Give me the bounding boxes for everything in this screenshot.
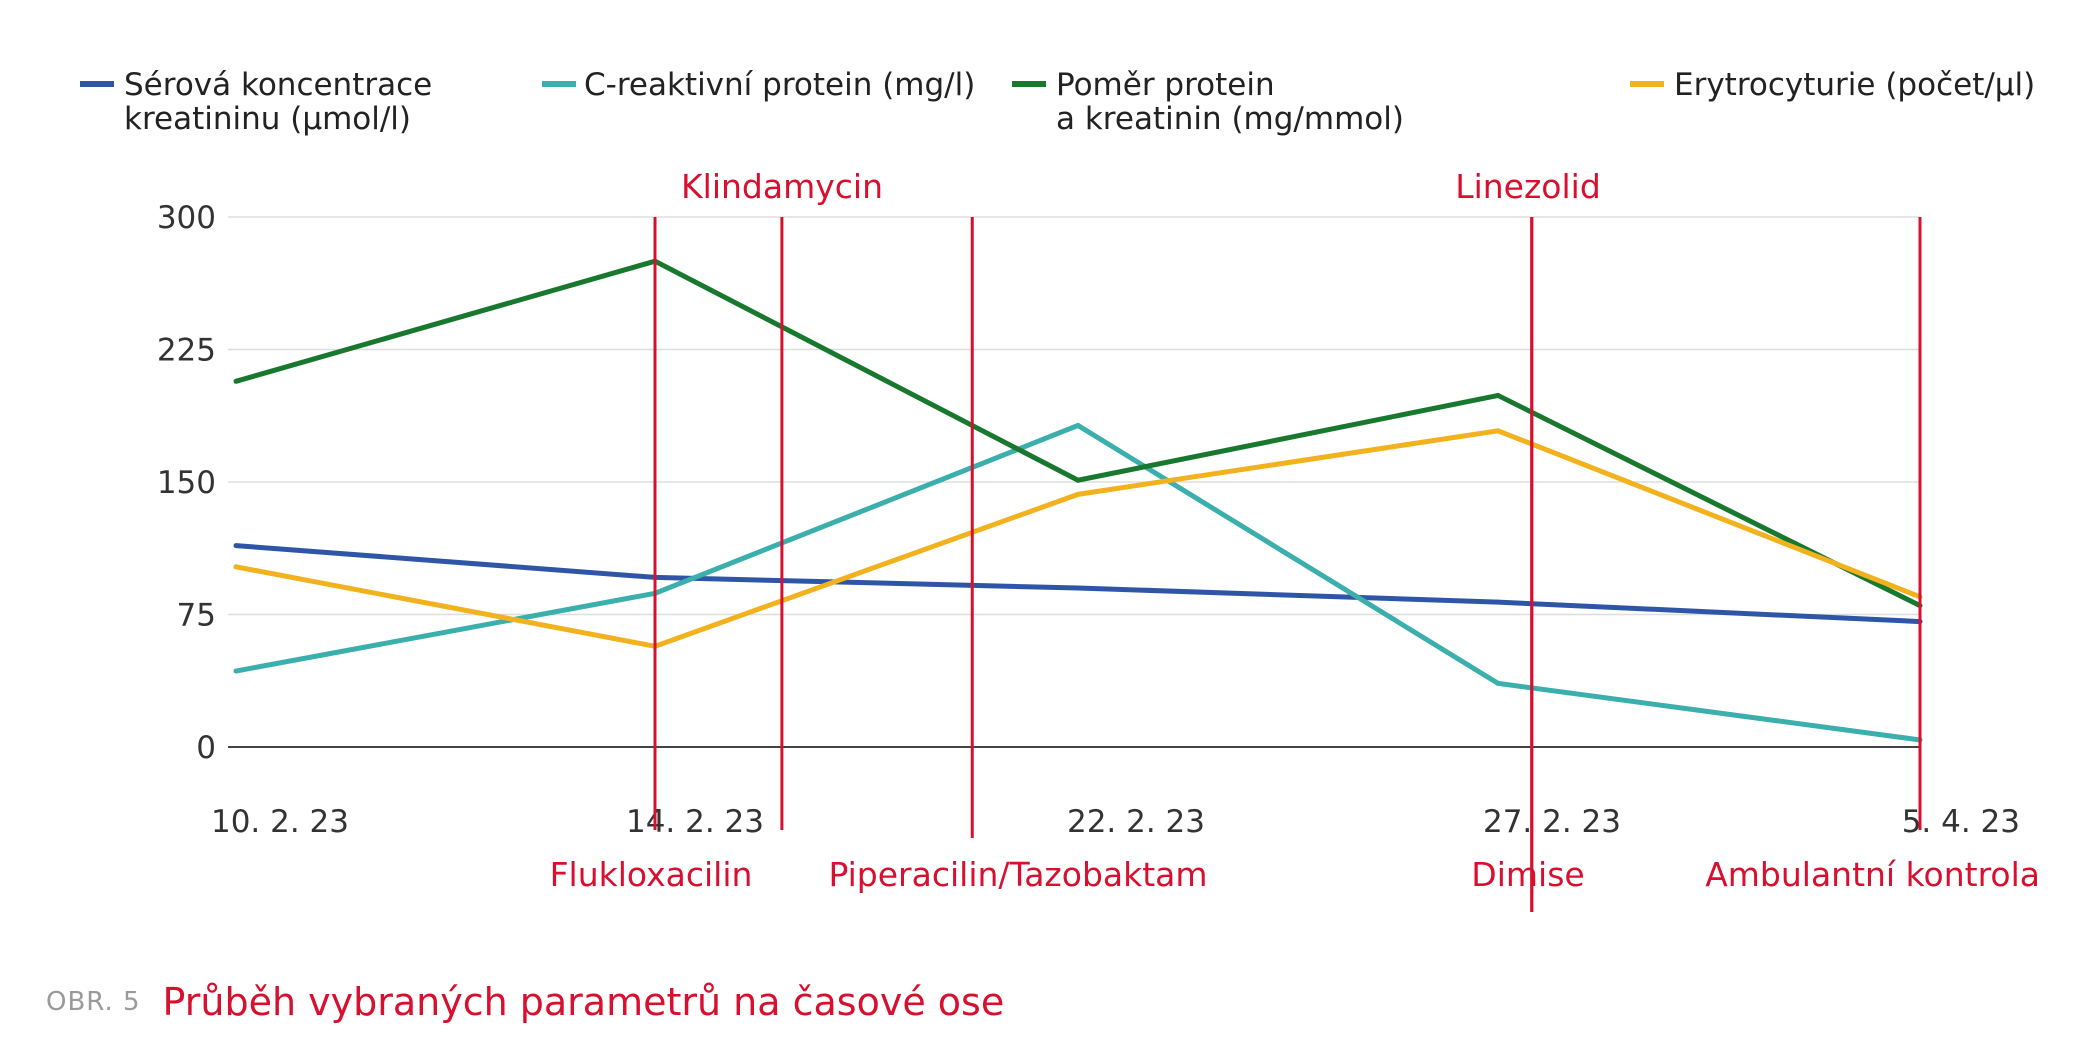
data-point [233,564,239,570]
event-label: Flukloxacilin [550,855,753,894]
data-point [1495,428,1501,434]
event-label: Piperacilin/Tazobaktam [828,855,1207,894]
data-point [233,668,239,674]
data-point [233,543,239,549]
data-point [1075,585,1081,591]
legend-label: C-reaktivní protein (mg/l) [584,67,975,103]
chart-events: Flukloxacilin Klindamycin Piperacilin/Tazo… [550,167,2040,912]
y-tick-label: 225 [157,333,216,369]
event-label: Klindamycin [681,167,883,206]
x-tick-label: 22. 2. 23 [1067,804,1205,840]
y-tick-label: 150 [157,465,216,501]
chart-grid [228,216,1920,748]
data-point [1075,477,1081,483]
legend-label: Poměr protein [1056,67,1275,103]
x-tick-label: 27. 2. 23 [1483,804,1621,840]
chart-series [233,258,1923,743]
data-point [1075,491,1081,497]
legend-label: Erytrocyturie (počet/μl) [1674,67,2035,103]
y-axis-ticks: 0 75 150 225 300 [157,200,216,766]
data-point [1495,599,1501,605]
legend-label: a kreatinin (mg/mmol) [1056,101,1404,137]
legend-label: kreatininu (μmol/l) [124,101,411,137]
y-tick-label: 300 [157,200,216,236]
data-point [233,378,239,384]
x-axis-ticks: 10. 2. 23 14. 2. 23 22. 2. 23 27. 2. 23 5. 4… [211,804,2020,840]
x-tick-label: 10. 2. 23 [211,804,349,840]
data-point [1075,422,1081,428]
y-tick-label: 0 [196,730,216,766]
event-label: Linezolid [1455,167,1601,206]
series-line [235,422,1921,743]
event-label: Ambulantní kontrola [1705,855,2040,894]
figure-caption: OBR. 5 Průběh vybraných parametrů na časo… [46,980,1004,1024]
x-tick-label: 14. 2. 23 [626,804,764,840]
event-label: Dimise [1471,855,1584,894]
figure-number: OBR. 5 [46,987,141,1017]
legend-label: Sérová koncentrace [124,67,432,103]
data-point [1495,680,1501,686]
series-line [235,543,1921,625]
series-line [235,258,1922,608]
data-point [1495,392,1501,398]
figure-title: Průběh vybraných parametrů na časové ose [162,980,1005,1024]
y-tick-label: 75 [177,598,216,634]
